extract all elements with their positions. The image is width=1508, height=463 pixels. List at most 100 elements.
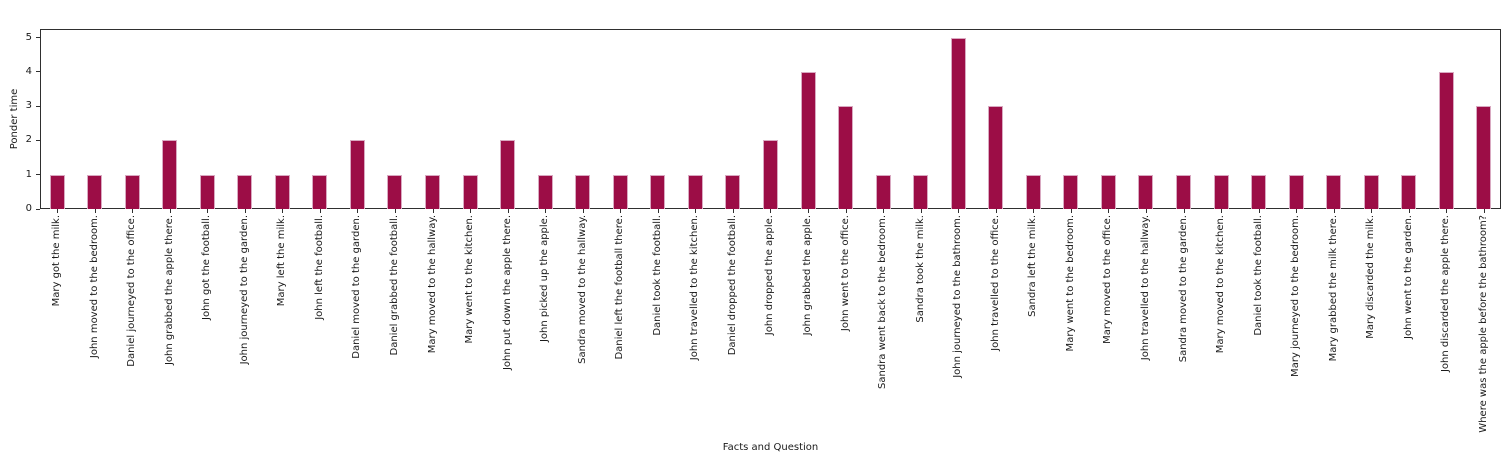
x-tick-label: Daniel left the football there.: [614, 215, 626, 360]
bar: [612, 174, 628, 209]
x-tick-label: Sandra took the milk.: [914, 215, 926, 323]
x-tick-label: John moved to the bedroom.: [88, 215, 100, 359]
x-tick-label: Where was the apple before the bathroom?: [1477, 215, 1489, 433]
x-axis-tick-mark: [357, 209, 359, 213]
x-tick-label: John got the football.: [201, 215, 213, 320]
x-tick-label: John grabbed the apple there.: [163, 215, 175, 366]
x-axis-tick-mark: [1371, 209, 1373, 213]
x-axis-tick-mark: [1108, 209, 1110, 213]
x-axis-tick-mark: [1333, 209, 1335, 213]
bar: [349, 140, 365, 209]
x-axis-tick-mark: [1145, 209, 1147, 213]
bar: [537, 174, 553, 209]
bar: [1401, 174, 1417, 209]
x-axis-tick-mark: [132, 209, 134, 213]
x-axis-tick-mark: [1258, 209, 1260, 213]
bar: [87, 174, 103, 209]
x-tick-label: Mary journeyed to the bedroom.: [1290, 215, 1302, 377]
bar: [462, 174, 478, 209]
x-tick-label: Mary discarded the milk.: [1365, 215, 1377, 339]
x-axis-tick-mark: [394, 209, 396, 213]
x-axis-tick-mark: [282, 209, 284, 213]
bar: [1288, 174, 1304, 209]
x-tick-label: Daniel moved to the garden.: [351, 215, 363, 359]
x-tick-label: Mary grabbed the milk there.: [1327, 215, 1339, 362]
bar: [49, 174, 65, 209]
bar: [1176, 174, 1191, 209]
x-tick-label: Mary moved to the office.: [1102, 215, 1114, 344]
x-tick-label: Sandra moved to the hallway.: [576, 215, 588, 364]
x-tick-label: Mary got the milk.: [51, 215, 62, 307]
x-axis-tick-mark: [319, 209, 321, 213]
x-tick-label: Mary moved to the kitchen.: [1215, 215, 1227, 354]
x-tick-label: Mary went to the bedroom.: [1064, 215, 1076, 352]
bar: [237, 174, 253, 209]
y-axis-tick-mark: [36, 139, 40, 141]
x-tick-label: Mary left the milk.: [276, 215, 288, 307]
bar: [500, 140, 516, 209]
bar: [1063, 174, 1079, 209]
y-axis-tick-mark: [36, 105, 40, 107]
x-tick-label: John travelled to the hallway.: [1139, 215, 1151, 361]
x-axis-tick-mark: [657, 209, 659, 213]
bar: [1251, 174, 1267, 209]
x-tick-label: John went to the garden.: [1402, 215, 1414, 339]
x-axis-tick-mark: [94, 209, 96, 213]
bar: [838, 106, 854, 209]
x-axis-tick-mark: [244, 209, 246, 213]
x-tick-label: John journeyed to the garden.: [238, 215, 250, 365]
bar: [725, 174, 741, 209]
x-tick-label: Sandra moved to the garden.: [1177, 215, 1189, 363]
x-tick-label: Daniel journeyed to the office.: [126, 215, 138, 367]
y-tick-label: 1: [25, 168, 32, 180]
bar: [762, 140, 778, 209]
x-axis-tick-mark: [1446, 209, 1448, 213]
bar: [575, 174, 591, 209]
x-tick-label: Daniel grabbed the football.: [388, 215, 400, 356]
y-tick-label: 4: [25, 65, 32, 77]
x-axis-tick-mark: [57, 209, 58, 213]
x-axis-tick-mark: [1221, 209, 1223, 213]
x-axis-tick-mark: [1183, 209, 1185, 213]
bar: [312, 174, 328, 209]
x-axis-tick-mark: [1408, 209, 1410, 213]
x-axis-tick-mark: [545, 209, 547, 213]
bar: [875, 174, 891, 209]
y-tick-label: 3: [25, 100, 32, 112]
x-axis-tick-mark: [432, 209, 434, 213]
x-axis-tick-mark: [582, 209, 584, 213]
x-tick-label: Sandra went back to the bedroom.: [877, 215, 889, 389]
x-tick-label: Mary went to the kitchen.: [464, 215, 476, 344]
bar: [274, 174, 290, 209]
bar: [199, 174, 215, 209]
x-tick-label: Daniel took the football.: [1252, 215, 1264, 336]
x-axis-tick-mark: [958, 209, 960, 213]
bar: [1326, 174, 1342, 209]
x-tick-label: John picked up the apple.: [539, 215, 551, 343]
x-tick-label: John left the football.: [313, 215, 325, 320]
x-tick-label: John journeyed to the bathroom.: [952, 215, 964, 378]
y-axis-tick-mark: [36, 71, 40, 73]
y-axis-tick-mark: [36, 174, 40, 176]
x-axis-tick-mark: [732, 209, 734, 213]
x-axis-tick-mark: [620, 209, 622, 213]
bar: [950, 37, 966, 209]
x-axis-tick-mark: [695, 209, 697, 213]
bar: [913, 174, 929, 209]
bar: [387, 174, 403, 209]
x-tick-label: John travelled to the office.: [989, 215, 1001, 351]
y-axis-tick-mark: [36, 37, 40, 39]
bar: [1363, 174, 1379, 209]
x-axis-tick-mark: [995, 209, 997, 213]
bar: [425, 174, 440, 209]
y-tick-label: 5: [25, 31, 32, 43]
x-axis-tick-mark: [770, 209, 772, 213]
x-tick-label: Daniel took the football.: [651, 215, 663, 336]
x-axis-tick-mark: [1070, 209, 1072, 213]
bar: [650, 174, 666, 209]
bar: [1138, 174, 1154, 209]
x-axis-tick-mark: [207, 209, 209, 213]
x-axis-tick-mark: [470, 209, 472, 213]
bar: [687, 174, 703, 209]
